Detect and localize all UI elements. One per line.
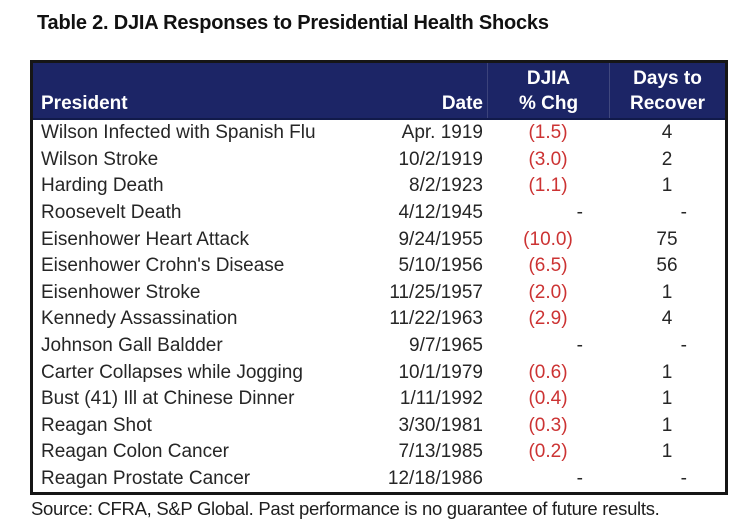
column-header-days-to-recover: Days to Recover xyxy=(609,63,725,118)
column-header-date: Date xyxy=(357,63,487,118)
date-cell: 4/12/1945 xyxy=(398,202,483,224)
president-cell: Wilson Stroke xyxy=(41,148,159,170)
table-row: Bust (41) Ill at Chinese Dinner 1/11/199… xyxy=(33,386,725,413)
table-body: Wilson Infected with Spanish Flu Apr. 19… xyxy=(33,120,725,492)
column-header-djia-line2: % Chg xyxy=(518,93,579,114)
djia-pct-chg-cell: (6.5) xyxy=(528,255,568,277)
president-cell: Eisenhower Stroke xyxy=(41,281,201,303)
table-row: Roosevelt Death 4/12/1945 - - xyxy=(33,200,725,227)
table-row: Reagan Shot 3/30/1981 (0.3) 1 xyxy=(33,413,725,440)
days-to-recover-cell: 1 xyxy=(661,281,673,303)
days-to-recover-cell: - xyxy=(680,335,687,357)
date-cell: 11/22/1963 xyxy=(389,308,483,330)
president-cell: Wilson Infected with Spanish Flu xyxy=(41,122,316,144)
health-shocks-table: President Date DJIA % Chg Days to Recove… xyxy=(30,60,728,496)
president-cell: Carter Collapses while Jogging xyxy=(41,361,303,383)
djia-pct-chg-cell: (0.3) xyxy=(528,414,568,436)
column-header-president: President xyxy=(33,63,357,118)
date-cell: 3/30/1981 xyxy=(398,414,483,436)
djia-pct-chg-cell: (2.9) xyxy=(528,308,568,330)
president-cell: Johnson Gall Baldder xyxy=(41,335,223,357)
column-header-date-label: Date xyxy=(441,93,483,114)
column-header-president-label: President xyxy=(41,93,128,114)
date-cell: 12/18/1986 xyxy=(387,468,483,490)
table-row: Reagan Prostate Cancer 12/18/1986 - - xyxy=(33,466,725,493)
date-cell: 7/13/1985 xyxy=(398,441,483,463)
table-row: Wilson Infected with Spanish Flu Apr. 19… xyxy=(33,120,725,147)
djia-pct-chg-cell: (0.4) xyxy=(528,388,568,410)
source-note: Source: CFRA, S&P Global. Past performan… xyxy=(31,498,660,519)
days-to-recover-cell: 4 xyxy=(661,122,673,144)
days-to-recover-cell: 56 xyxy=(656,255,678,277)
days-to-recover-cell: - xyxy=(680,468,687,490)
date-cell: 10/1/1979 xyxy=(398,361,483,383)
table-row: Johnson Gall Baldder 9/7/1965 - - xyxy=(33,333,725,360)
days-to-recover-cell: 4 xyxy=(661,308,673,330)
djia-pct-chg-cell: (0.6) xyxy=(528,361,568,383)
president-cell: Reagan Colon Cancer xyxy=(41,441,230,463)
page-title: Table 2. DJIA Responses to Presidential … xyxy=(37,12,549,34)
table-row: Eisenhower Heart Attack 9/24/1955 (10.0)… xyxy=(33,226,725,253)
djia-pct-chg-cell: - xyxy=(576,468,583,490)
djia-pct-chg-cell: (1.5) xyxy=(528,122,568,144)
table-row: Eisenhower Stroke 11/25/1957 (2.0) 1 xyxy=(33,280,725,307)
days-to-recover-cell: 2 xyxy=(661,148,673,170)
djia-pct-chg-cell: (1.1) xyxy=(528,175,568,197)
days-to-recover-cell: - xyxy=(680,202,687,224)
days-to-recover-cell: 75 xyxy=(656,228,678,250)
table-row: Kennedy Assassination 11/22/1963 (2.9) 4 xyxy=(33,306,725,333)
president-cell: Bust (41) Ill at Chinese Dinner xyxy=(41,388,295,410)
column-header-days-line2: Recover xyxy=(630,93,705,114)
president-cell: Eisenhower Heart Attack xyxy=(41,228,250,250)
president-cell: Kennedy Assassination xyxy=(41,308,238,330)
table-row: Carter Collapses while Jogging 10/1/1979… xyxy=(33,359,725,386)
date-cell: 11/25/1957 xyxy=(389,281,483,303)
djia-pct-chg-cell: - xyxy=(576,202,583,224)
date-cell: 5/10/1956 xyxy=(398,255,483,277)
president-cell: Harding Death xyxy=(41,175,164,197)
date-cell: 1/11/1992 xyxy=(399,388,483,410)
table-row: Eisenhower Crohn's Disease 5/10/1956 (6.… xyxy=(33,253,725,280)
days-to-recover-cell: 1 xyxy=(661,175,673,197)
days-to-recover-cell: 1 xyxy=(661,388,673,410)
date-cell: 9/7/1965 xyxy=(409,335,483,357)
days-to-recover-cell: 1 xyxy=(661,361,673,383)
djia-pct-chg-cell: (3.0) xyxy=(528,148,568,170)
date-cell: 8/2/1923 xyxy=(409,175,483,197)
date-cell: 9/24/1955 xyxy=(398,228,483,250)
president-cell: Roosevelt Death xyxy=(41,202,182,224)
djia-pct-chg-cell: (10.0) xyxy=(523,228,573,250)
days-to-recover-cell: 1 xyxy=(661,441,673,463)
president-cell: Reagan Shot xyxy=(41,414,152,436)
date-cell: Apr. 1919 xyxy=(401,122,483,144)
djia-pct-chg-cell: (0.2) xyxy=(528,441,568,463)
column-header-djia-line1: DJIA xyxy=(526,68,571,89)
djia-pct-chg-cell: (2.0) xyxy=(528,281,568,303)
president-cell: Reagan Prostate Cancer xyxy=(41,468,251,490)
table-header-row: President Date DJIA % Chg Days to Recove… xyxy=(33,63,725,120)
date-cell: 10/2/1919 xyxy=(398,148,483,170)
table-row: Harding Death 8/2/1923 (1.1) 1 xyxy=(33,173,725,200)
column-header-djia-pct-chg: DJIA % Chg xyxy=(487,63,609,118)
table-row: Reagan Colon Cancer 7/13/1985 (0.2) 1 xyxy=(33,439,725,466)
president-cell: Eisenhower Crohn's Disease xyxy=(41,255,285,277)
djia-pct-chg-cell: - xyxy=(576,335,583,357)
days-to-recover-cell: 1 xyxy=(661,414,673,436)
table-row: Wilson Stroke 10/2/1919 (3.0) 2 xyxy=(33,147,725,174)
column-header-days-line1: Days to xyxy=(633,68,702,89)
